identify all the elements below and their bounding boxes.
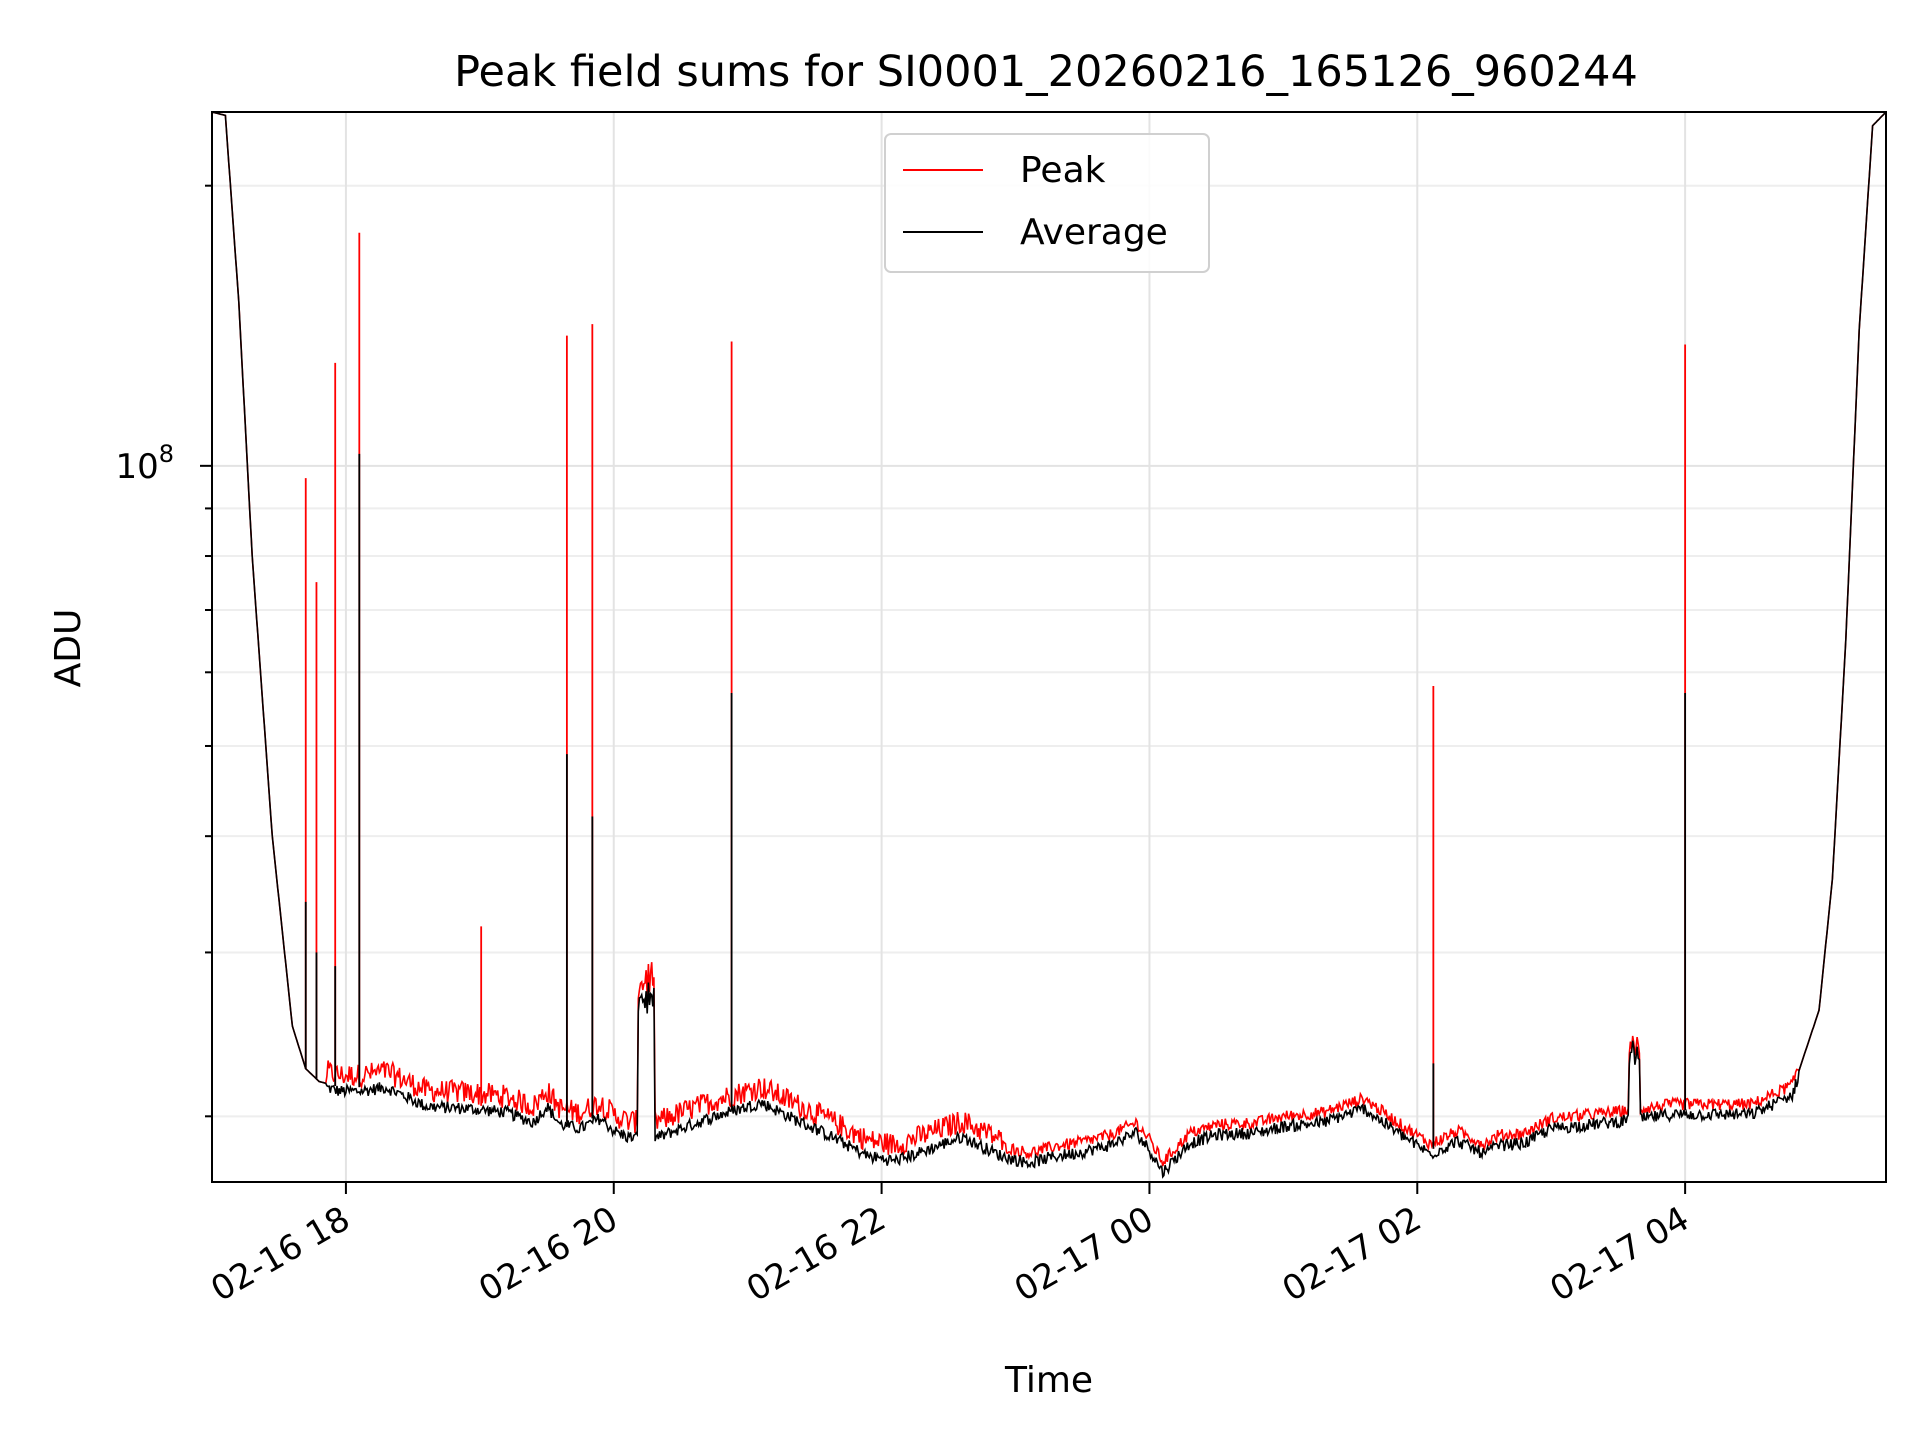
y-axis-label: ADU: [48, 609, 89, 688]
y-tick-base: 10: [115, 447, 158, 487]
legend-average-label: Average: [1020, 212, 1168, 253]
chart-title: Peak field sums for SI0001_20260216_1651…: [454, 47, 1638, 97]
series-layer: [211, 111, 1887, 1179]
y-ticks: 108: [115, 184, 212, 1118]
legend: Peak Average: [884, 133, 1210, 273]
y-tick-label: 108: [115, 440, 174, 487]
legend-peak-label: Peak: [1020, 150, 1106, 191]
peak-series-line: [211, 111, 1887, 1167]
plot-frame: [211, 111, 1887, 1183]
grid-lines: [212, 112, 1886, 1182]
x-axis-label: Time: [1004, 1360, 1093, 1401]
y-tick-exponent: 8: [159, 440, 174, 468]
legend-box: [884, 133, 1210, 273]
average-series-line: [211, 111, 1887, 1179]
